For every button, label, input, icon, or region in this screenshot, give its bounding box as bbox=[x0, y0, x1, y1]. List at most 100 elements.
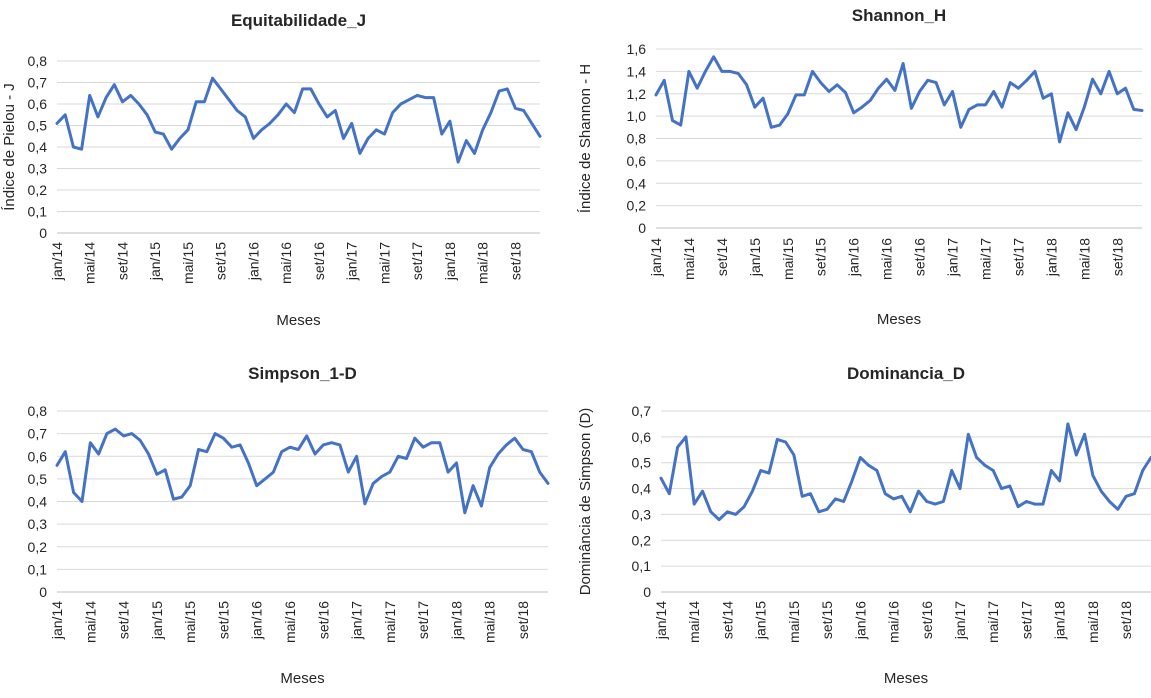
y-tick-label: 0,3 bbox=[28, 516, 48, 532]
x-tick-label: mai/14 bbox=[82, 601, 98, 643]
y-tick-label: 0,8 bbox=[627, 131, 647, 147]
data-point bbox=[247, 461, 250, 465]
data-point bbox=[726, 510, 729, 513]
data-point bbox=[432, 96, 435, 99]
x-tick-label: set/14 bbox=[114, 242, 130, 280]
chart-simpson-1-d-svg: Simpson_1-D 0 0,1 0,2 0,3 0,4 0,5 0,6 0,7 0,8 jan/… bbox=[28, 364, 550, 687]
x-tick-label: set/17 bbox=[409, 242, 425, 280]
data-point bbox=[104, 96, 108, 99]
data-point bbox=[925, 500, 928, 503]
data-point bbox=[801, 495, 804, 498]
y-tick-label: 0,6 bbox=[627, 153, 647, 169]
data-point bbox=[943, 103, 946, 107]
x-tick-label: set/14 bbox=[714, 238, 730, 276]
data-point bbox=[322, 443, 325, 447]
data-point bbox=[910, 107, 913, 110]
x-tick-label: mai/17 bbox=[382, 601, 398, 643]
data-point bbox=[268, 122, 271, 125]
x-tick-label: mai/16 bbox=[282, 601, 298, 643]
data-point bbox=[89, 441, 92, 444]
data-point bbox=[696, 87, 699, 90]
y-tick-label: 0,7 bbox=[632, 403, 652, 419]
data-point bbox=[712, 55, 715, 58]
data-point bbox=[817, 510, 820, 513]
data-point bbox=[1000, 106, 1004, 109]
x-tick-label: mai/16 bbox=[278, 242, 294, 284]
y-tick-label: 0,5 bbox=[28, 471, 48, 487]
data-point bbox=[546, 482, 550, 485]
data-point bbox=[440, 132, 443, 136]
data-point bbox=[197, 448, 200, 451]
data-point bbox=[272, 470, 275, 474]
data-point bbox=[297, 448, 300, 451]
chart-shannon-h: Shannon_H 0 0,2 0,4 0,6 0,8 1,0 1,2 1,4 1,6 jan/14… bbox=[576, 0, 1151, 345]
y-tick-label: 0,6 bbox=[632, 429, 652, 445]
data-point bbox=[1140, 109, 1144, 112]
data-point bbox=[538, 470, 541, 474]
data-point bbox=[684, 435, 688, 439]
data-point bbox=[1075, 453, 1078, 457]
data-point bbox=[350, 122, 353, 125]
data-point bbox=[850, 479, 854, 482]
x-tick-label: set/14 bbox=[719, 601, 735, 639]
data-point bbox=[1116, 92, 1119, 96]
y-tick-label: 0,4 bbox=[28, 139, 48, 155]
x-tick-label: jan/18 bbox=[1043, 238, 1059, 277]
data-point bbox=[975, 456, 978, 459]
data-point bbox=[967, 433, 970, 436]
data-point bbox=[794, 93, 798, 97]
y-tick-label: 0 bbox=[638, 220, 646, 236]
data-point bbox=[170, 148, 173, 151]
data-point bbox=[113, 83, 116, 86]
data-point bbox=[203, 100, 206, 104]
data-point bbox=[951, 90, 954, 93]
data-point bbox=[213, 432, 217, 435]
data-point bbox=[918, 90, 921, 93]
x-tick-label: set/16 bbox=[912, 238, 928, 276]
data-point bbox=[811, 70, 814, 73]
data-point bbox=[105, 432, 109, 435]
y-axis-title: Índice de Pielou - J bbox=[1, 83, 18, 211]
x-tick-label: jan/16 bbox=[249, 601, 265, 640]
data-point bbox=[836, 83, 839, 87]
x-tick-label: set/16 bbox=[919, 601, 935, 639]
data-point bbox=[276, 113, 280, 117]
data-point bbox=[375, 128, 378, 131]
y-tick-label: 1,0 bbox=[627, 108, 647, 124]
x-tick-label: jan/15 bbox=[747, 238, 763, 277]
x-tick-label: jan/17 bbox=[349, 601, 365, 640]
data-point bbox=[72, 491, 75, 494]
y-tick-label: 0,6 bbox=[28, 448, 48, 464]
data-point bbox=[397, 455, 400, 458]
data-point bbox=[538, 135, 542, 138]
data-point bbox=[909, 510, 912, 513]
series-line bbox=[654, 55, 1144, 144]
y-tick-label: 0,1 bbox=[632, 558, 652, 574]
x-tick-label: mai/18 bbox=[482, 601, 498, 643]
data-point bbox=[1108, 500, 1111, 503]
data-point bbox=[1025, 79, 1028, 82]
x-axis-title: Meses bbox=[877, 311, 921, 328]
data-point bbox=[405, 457, 408, 460]
data-point bbox=[189, 484, 192, 487]
data-point bbox=[776, 438, 779, 441]
data-point bbox=[122, 434, 125, 438]
data-point bbox=[1033, 502, 1036, 506]
data-point bbox=[180, 495, 183, 499]
data-point bbox=[709, 510, 712, 513]
x-tick-label: jan/16 bbox=[846, 238, 862, 277]
data-point bbox=[860, 106, 864, 109]
x-tick-label: jan/18 bbox=[448, 601, 464, 640]
data-point bbox=[355, 455, 358, 458]
data-point bbox=[288, 446, 292, 449]
data-point bbox=[424, 96, 427, 99]
data-point bbox=[211, 77, 214, 80]
x-tick-label: jan/18 bbox=[442, 242, 458, 281]
series-line bbox=[55, 76, 542, 164]
data-point bbox=[178, 137, 181, 140]
data-point bbox=[97, 452, 100, 456]
data-point bbox=[205, 450, 208, 453]
data-point bbox=[280, 450, 283, 453]
data-point bbox=[676, 446, 679, 449]
chart-equitabilidade-j-svg: Equitabilidade_J 0 0,1 0,2 0,3 0,4 0,5 0,6 0,7 0,… bbox=[1, 11, 542, 329]
